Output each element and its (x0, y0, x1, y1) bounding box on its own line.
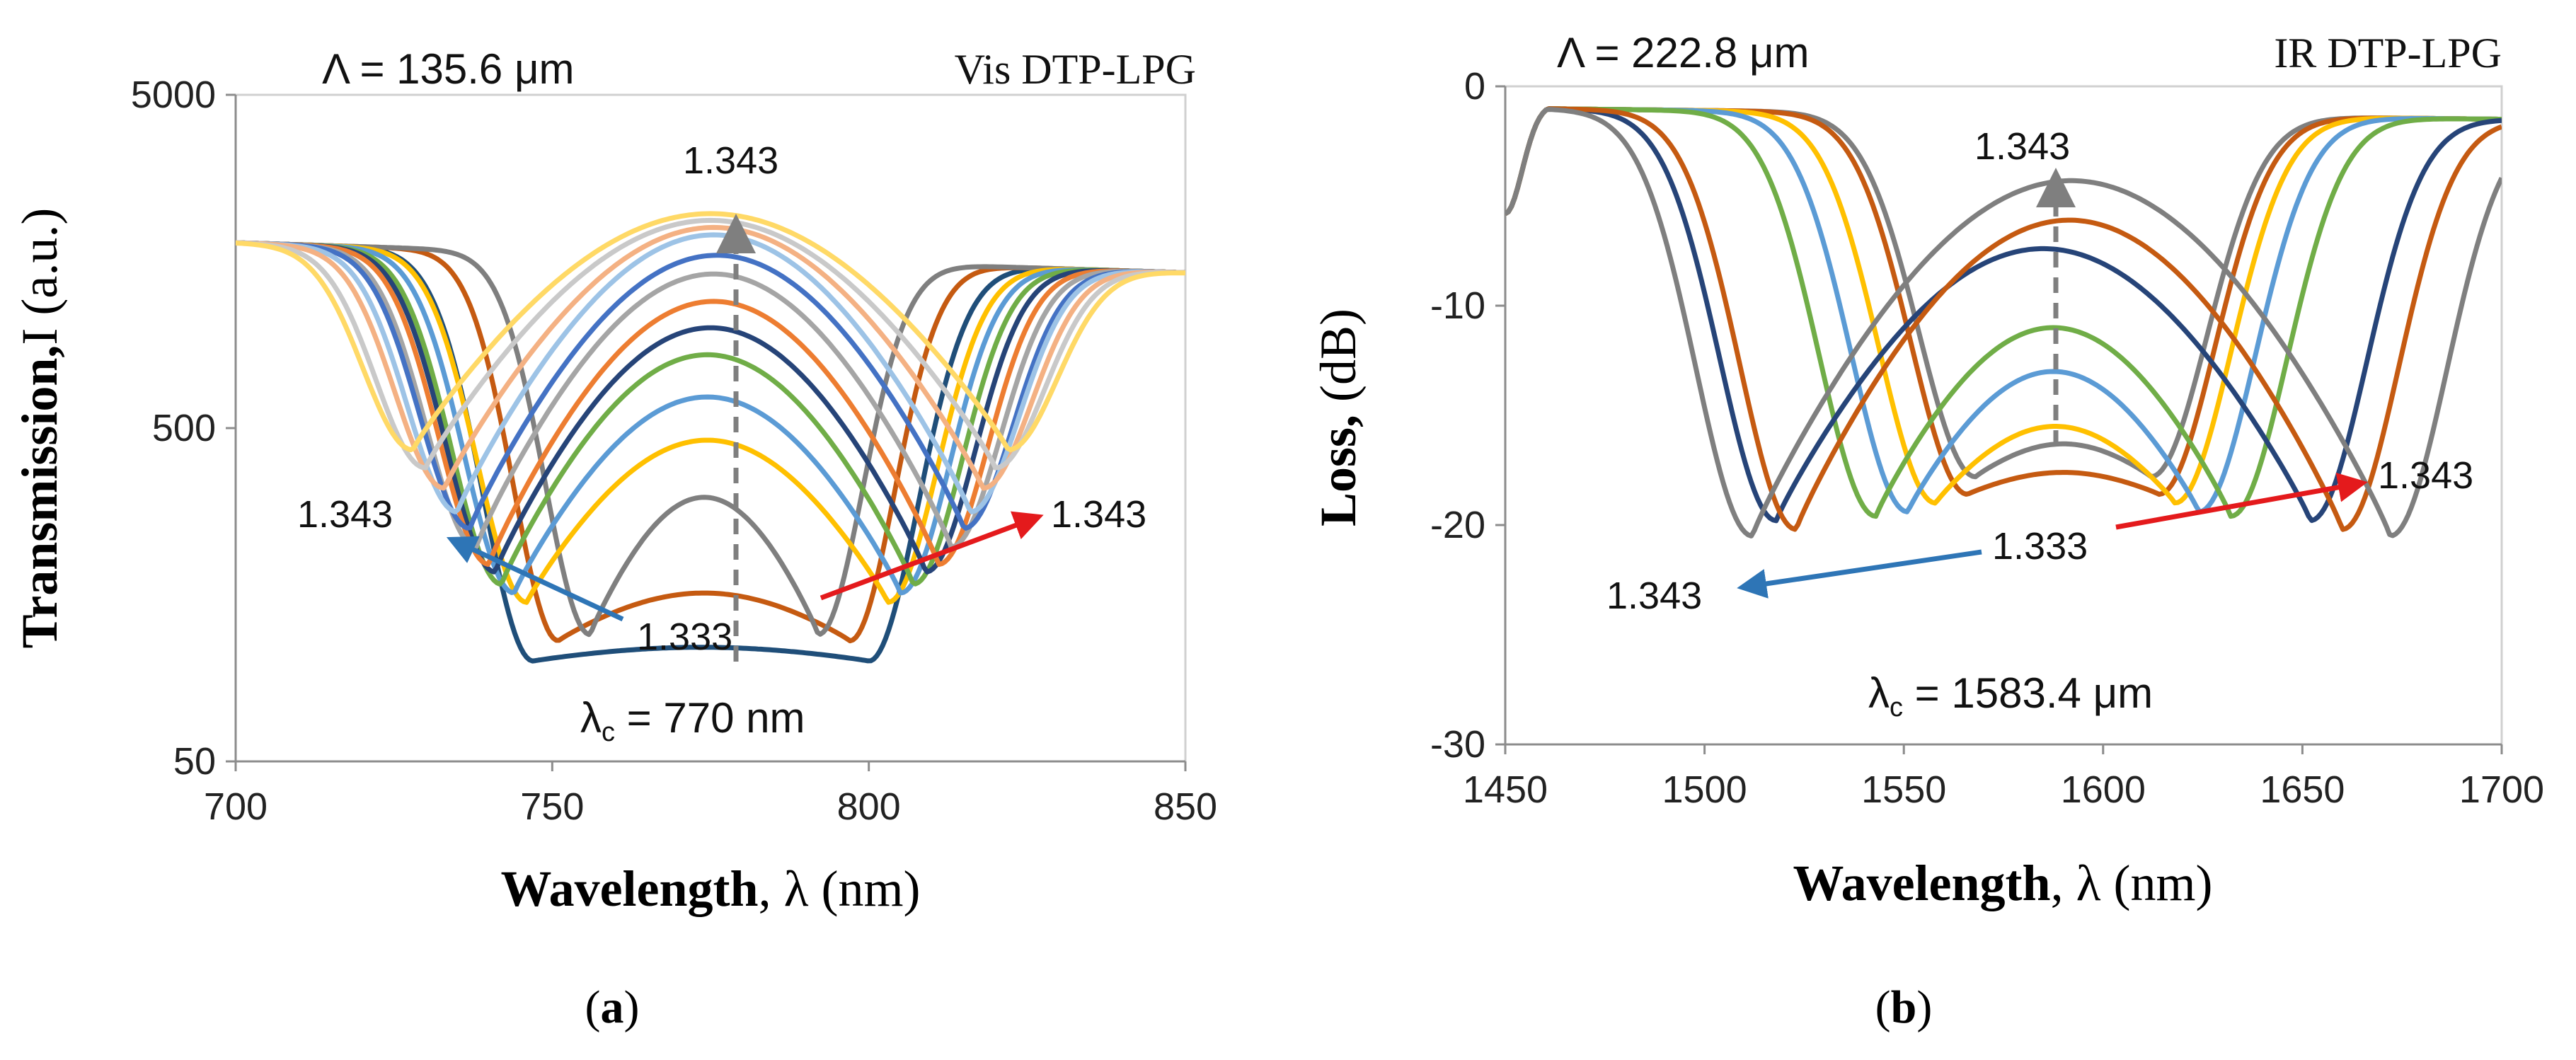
y-ticks-a: 50 500 5000 (131, 74, 236, 783)
y-ticks-b: 0 -10 -20 -30 (1430, 65, 1505, 766)
panel-b: 1450 1500 1550 1600 1650 1700 0 -10 -20 -30 Λ = … (1310, 29, 2544, 1033)
y-tick-label: 0 (1464, 65, 1485, 108)
y-tick-label: -10 (1430, 284, 1485, 327)
panel-a: 700 750 800 850 50 500 5000 Λ = 135.6 μm Vis … (11, 45, 1217, 1033)
x-tick-label: 1550 (1861, 768, 1946, 811)
x-ticks-a: 700 750 800 850 (204, 761, 1217, 828)
x-ticks-b: 1450 1500 1550 1600 1650 1700 (1463, 744, 2544, 811)
label-center-b: 1.333 (1992, 525, 2088, 568)
plot-frame-a (234, 93, 1187, 763)
title-right-b: IR DTP-LPG (2274, 30, 2502, 76)
y-tick-label: 500 (152, 407, 216, 449)
label-left-a: 1.343 (297, 493, 393, 536)
lambda-c-a: λc = 770 nm (580, 694, 805, 747)
series-line-b-6 (1505, 106, 2502, 532)
y-tick-label: -30 (1430, 723, 1485, 766)
series-lines-a (236, 211, 1185, 664)
y-tick-label: -20 (1430, 504, 1485, 546)
series-line-a-3 (236, 240, 1185, 605)
blue-arrow-a (446, 536, 624, 622)
blue-arrow-b (1737, 549, 1982, 599)
label-right-b: 1.343 (2378, 454, 2473, 497)
series-line-a-4 (236, 240, 1185, 596)
x-tick-label: 1600 (2061, 768, 2146, 811)
x-tick-label: 850 (1154, 785, 1217, 828)
label-left-b: 1.343 (1606, 575, 1702, 617)
series-line-a-13 (236, 211, 1185, 453)
panel-label-a: (a) (585, 981, 640, 1033)
series-line-b-3 (1505, 106, 2502, 514)
x-tick-label: 800 (837, 785, 901, 828)
y-label-a: Transmission,I (a.u.) (11, 208, 68, 649)
red-arrow-a (820, 511, 1044, 601)
x-tick-label: 1500 (1662, 768, 1747, 811)
series-line-a-10 (236, 232, 1185, 514)
label-right-a: 1.343 (1051, 493, 1146, 536)
x-tick-label: 1700 (2459, 768, 2544, 811)
series-lines-b (1505, 106, 2502, 538)
series-line-b-5 (1505, 106, 2502, 524)
x-label-b: Wavelength, λ (nm) (1793, 855, 2213, 911)
series-line-a-5 (236, 240, 1185, 587)
series-line-a-12 (236, 217, 1185, 471)
series-line-a-11 (236, 224, 1185, 491)
series-line-b-4 (1505, 106, 2502, 519)
y-tick-label: 50 (173, 740, 216, 783)
x-tick-label: 1450 (1463, 768, 1548, 811)
x-label-a: Wavelength, λ (nm) (501, 860, 921, 917)
series-line-b-2 (1505, 106, 2502, 506)
series-line-a-6 (236, 240, 1185, 575)
label-top-a: 1.343 (683, 139, 778, 182)
series-line-b-7 (1505, 107, 2502, 538)
title-right-a: Vis DTP-LPG (955, 46, 1196, 93)
series-line-a-9 (236, 240, 1185, 531)
y-label-b: Loss, (dB) (1310, 309, 1367, 526)
series-line-a-2 (236, 240, 1185, 638)
series-line-a-7 (236, 240, 1185, 568)
red-arrow-b (2115, 473, 2368, 530)
panel-label-b: (b) (1875, 981, 1933, 1033)
label-top-b: 1.343 (1974, 125, 2070, 168)
title-left-b: Λ = 222.8 μm (1557, 29, 1810, 76)
y-tick-label: 5000 (131, 74, 216, 116)
x-tick-label: 700 (204, 785, 268, 828)
series-line-a-8 (236, 240, 1185, 550)
lambda-c-b: λc = 1583.4 μm (1868, 669, 2153, 722)
x-tick-label: 1650 (2260, 768, 2345, 811)
series-line-a-0 (236, 240, 1185, 664)
label-bottom-a: 1.333 (637, 616, 732, 658)
x-tick-label: 750 (520, 785, 584, 828)
title-left-a: Λ = 135.6 μm (322, 45, 575, 93)
